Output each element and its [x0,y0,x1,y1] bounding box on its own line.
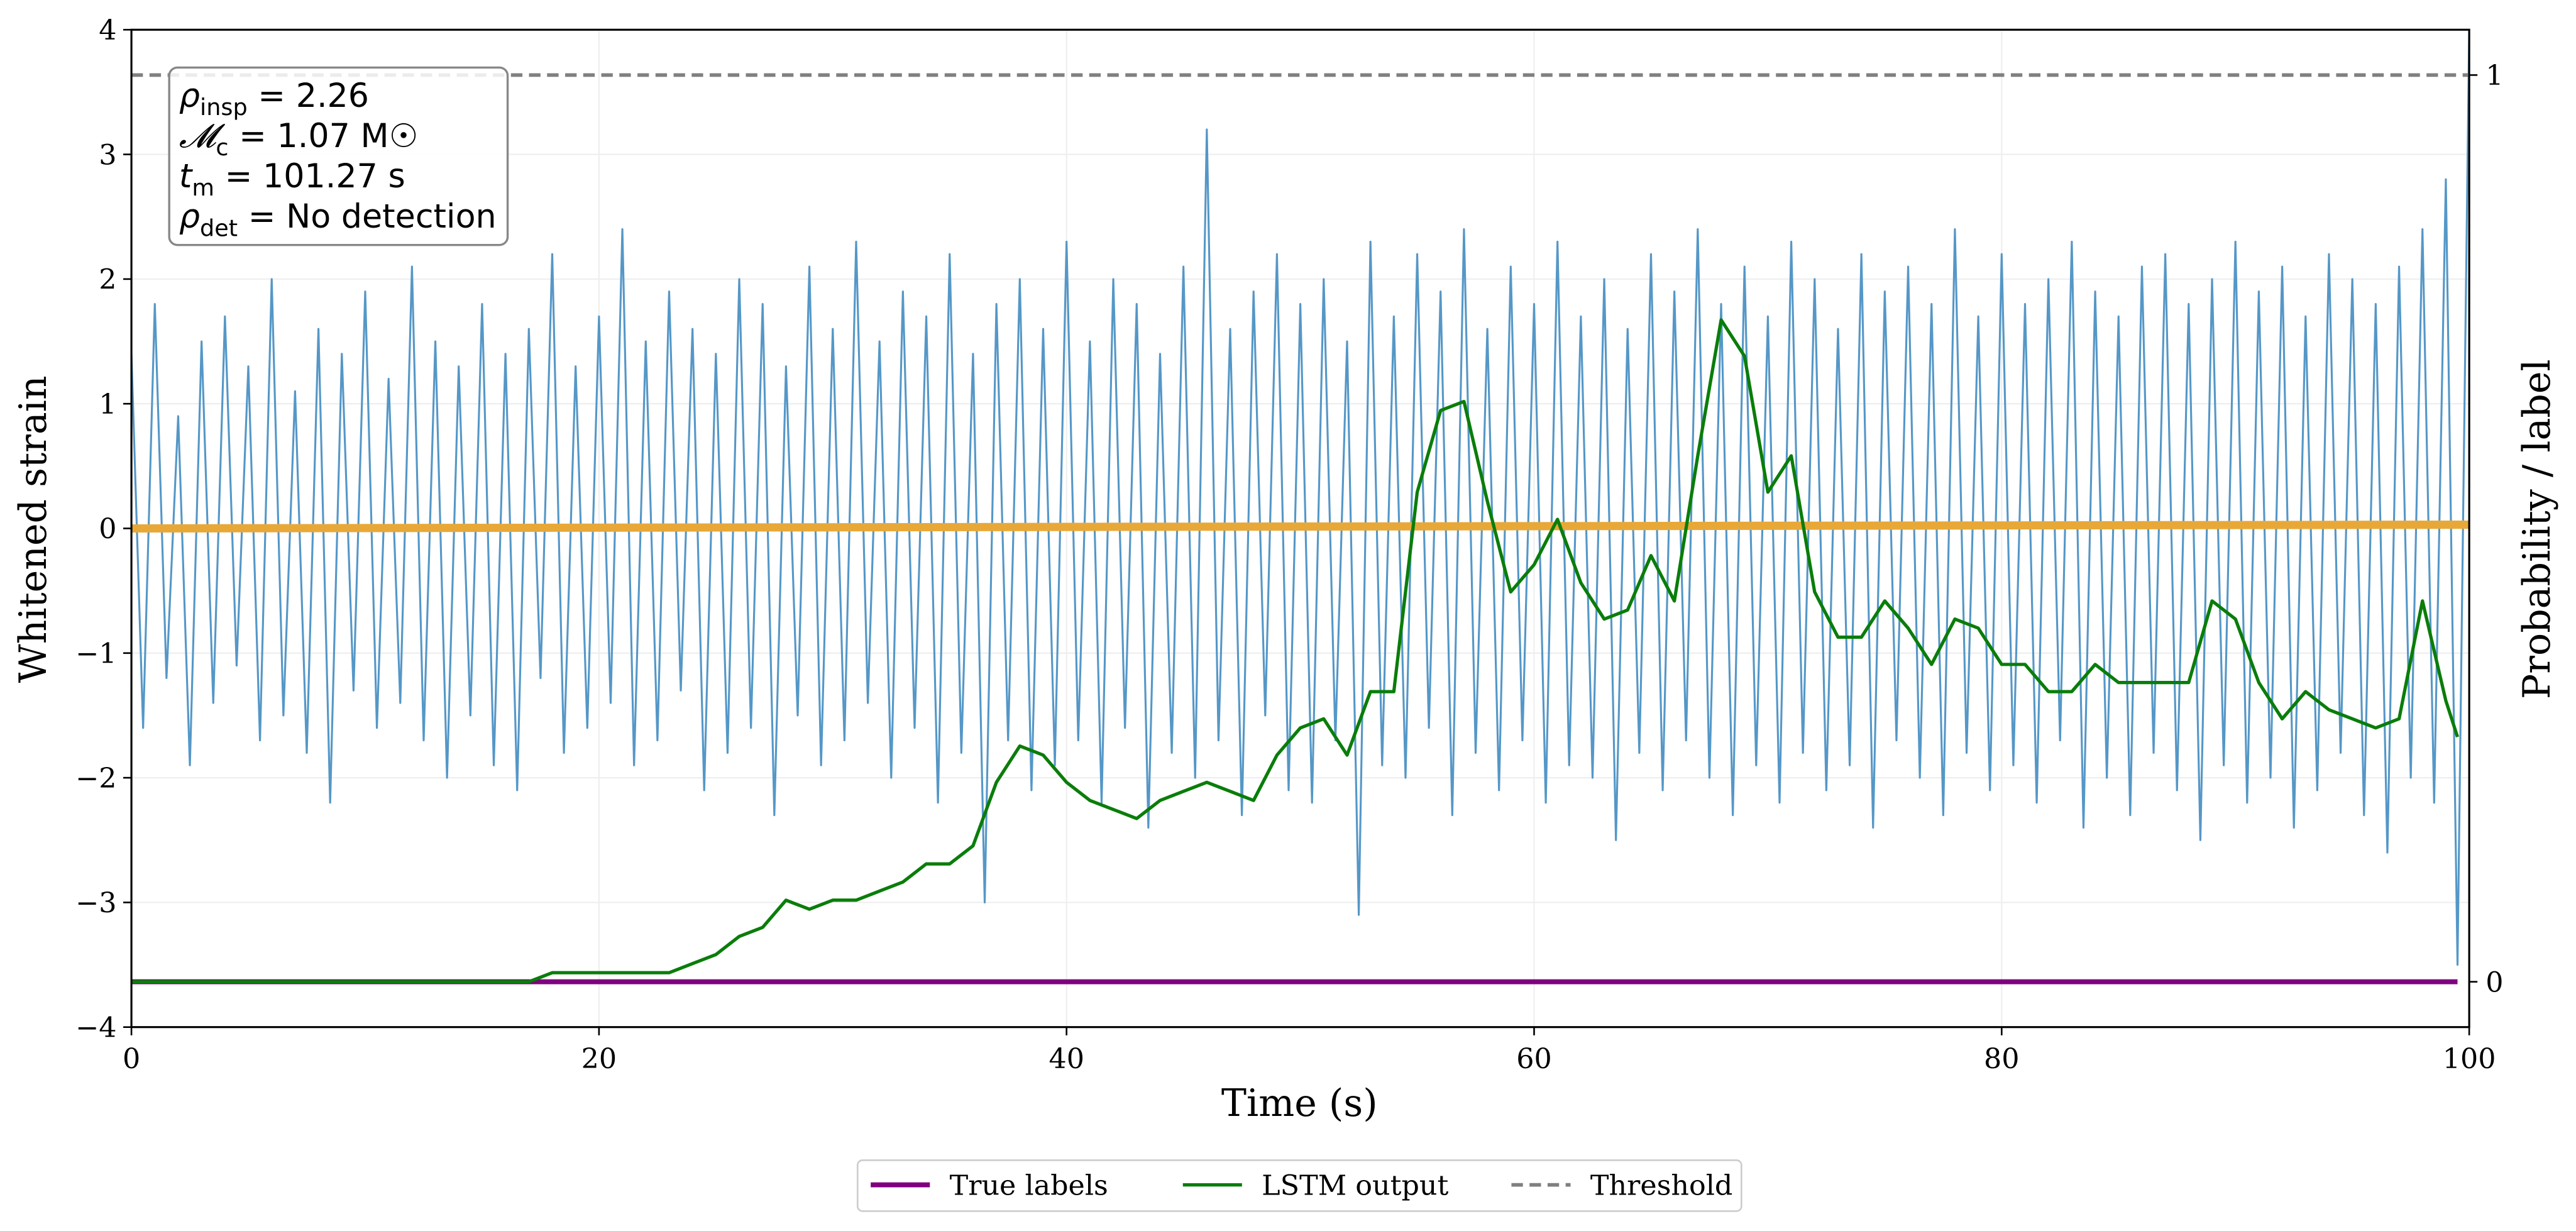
series-line [131,30,2470,966]
y2-axis-label: Probability / label [2515,359,2559,699]
annotation-subscript: c [216,134,228,161]
x-tick-label: 80 [1984,1043,2020,1075]
y2-tick-label: 0 [2485,966,2503,998]
annotation-subscript: m [192,174,214,201]
x-tick-label: 20 [581,1043,617,1075]
annotation-value: = 1.07 M☉ [229,117,419,155]
annotation-value: = 101.27 s [214,157,405,196]
y-tick-label: 4 [99,14,116,47]
legend-label: True labels [950,1169,1108,1201]
annotation-box [168,66,509,246]
annotation-symbol: ρ [179,197,200,236]
legend-box [856,1159,1742,1212]
y-tick-label: 1 [99,389,116,421]
annotation-line: ρinsp = 2.26 [179,77,369,121]
y-tick-label: 3 [99,139,116,171]
y-tick-label: 2 [99,264,116,296]
annotation-value: = No detection [238,197,497,236]
annotation-line: 𝓜c = 1.07 M☉ [179,117,419,161]
y-axis-label: Whitened strain [11,375,55,683]
y-tick-label: 0 [99,513,116,545]
annotation-line: tm = 101.27 s [179,157,405,201]
annotation-symbol: ρ [179,77,200,115]
annotation-line: ρdet = No detection [179,197,497,241]
y-tick-label: −1 [75,638,116,670]
y-tick-label: −3 [75,887,116,919]
x-tick-label: 40 [1049,1043,1084,1075]
annotation-subscript: insp [200,94,248,121]
x-tick-label: 0 [123,1043,140,1075]
legend-label: LSTM output [1262,1169,1448,1201]
annotation-symbol: t [179,157,194,196]
plot-frame [130,28,2470,1029]
y2-tick-label: 1 [2485,60,2503,92]
annotation-subscript: det [200,214,238,241]
x-axis-label: Time (s) [1221,1081,1378,1125]
y-tick-label: −4 [75,1012,116,1044]
annotation-value: = 2.26 [248,77,369,115]
series-line [131,520,2470,533]
x-tick-label: 60 [1516,1043,1552,1075]
x-tick-label: 100 [2443,1043,2496,1075]
y-tick-label: −2 [75,763,116,795]
legend-label: Threshold [1590,1169,1732,1201]
series-line [131,318,2460,984]
plot-area [131,30,2470,985]
